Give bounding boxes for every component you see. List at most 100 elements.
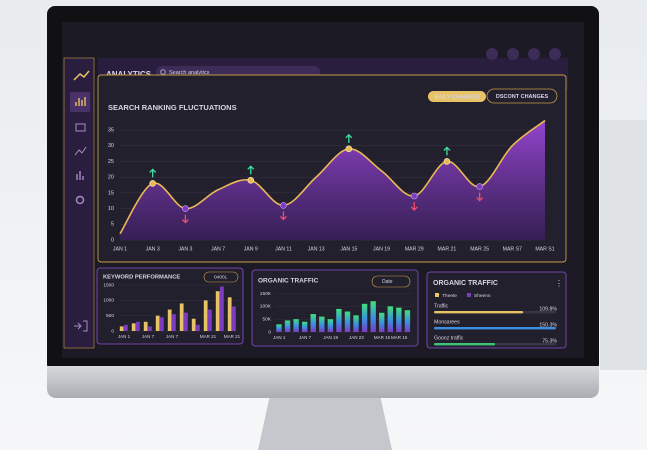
peak-marker (443, 158, 451, 165)
legend-label: Theete (442, 293, 457, 299)
logout-icon[interactable] (74, 320, 88, 332)
x-tick-label: MAR 15 (374, 335, 391, 340)
bar (327, 319, 334, 332)
area (120, 120, 545, 240)
y-tick-label: 500 (106, 313, 114, 319)
y-tick-label: 0 (268, 329, 271, 335)
icon-button[interactable] (507, 48, 519, 60)
x-tick-label: MAR 25 (470, 246, 489, 252)
legend-label: Sheenn (474, 293, 491, 299)
bar (220, 286, 224, 331)
dropdown[interactable] (203, 271, 239, 283)
toggle-label[interactable]: DSCONT CHANGES (496, 94, 549, 100)
x-tick-label: JAN 1 (273, 335, 286, 340)
bar (167, 309, 172, 331)
x-tick-label: JAN 1 (118, 334, 131, 339)
x-tick-label: JAN 3 (146, 246, 160, 252)
row-label: Traffic (434, 303, 449, 309)
y-tick-label: 35 (108, 127, 114, 133)
x-tick-label: MAR S7 (503, 246, 522, 252)
down-arrow (280, 211, 287, 221)
nav-icon[interactable] (75, 97, 86, 106)
y-tick-label: 1500 (103, 282, 114, 288)
bar (319, 316, 325, 332)
bar (361, 303, 368, 332)
x-tick-label: JAN 1 (113, 246, 127, 252)
toggle-button[interactable] (428, 91, 486, 102)
panel-title: KEYWORD PERFORMANCE (103, 275, 180, 281)
bar (196, 324, 200, 331)
icon-button[interactable] (549, 48, 561, 60)
row-label: Monsarees (434, 319, 460, 325)
nav-icon[interactable] (76, 171, 84, 180)
header-icons (486, 48, 561, 60)
down-arrow (410, 201, 418, 211)
x-tick-label: JAN 9 (244, 246, 258, 252)
peak-marker (345, 145, 353, 153)
wall-shade (600, 120, 647, 370)
bar (203, 300, 208, 331)
bar (344, 311, 351, 332)
monitor-stand (258, 395, 392, 450)
nav-icon[interactable] (75, 123, 86, 132)
dropdown[interactable] (371, 275, 411, 288)
legend-swatch (435, 293, 439, 297)
menu-dots[interactable]: ⋮ (555, 279, 563, 288)
y-tick-label: 5 (111, 222, 114, 228)
peak-marker (247, 176, 255, 184)
panel-title: ORGANIC TRAFFIC (433, 280, 498, 287)
x-tick-label: JAN 3 (178, 246, 192, 252)
y-tick-label: 100K (260, 304, 272, 310)
up-arrow (345, 133, 353, 143)
x-tick-label: JAN 15 (340, 246, 357, 252)
icon-button[interactable] (486, 48, 498, 60)
x-tick-label: JAN 7 (299, 335, 312, 340)
dropdown-label[interactable]: 0400L (214, 275, 228, 281)
y-tick-label: 50K (262, 316, 271, 322)
down-arrow (476, 192, 484, 202)
chart-title: SEARCH RANKING FLUCTUATIONS (108, 103, 237, 112)
x-tick-label: JAN 7 (211, 246, 225, 252)
logo-icon (73, 70, 90, 81)
nav-icon[interactable] (75, 195, 85, 205)
bar (131, 323, 136, 331)
bar (227, 297, 232, 331)
toggle-button[interactable] (486, 88, 558, 104)
valley-marker (280, 202, 287, 209)
bar (336, 308, 342, 332)
toggle-label[interactable]: BAILY CHANGES (435, 94, 480, 100)
bar (215, 291, 220, 331)
bar (293, 319, 299, 332)
down-arrow (181, 214, 189, 224)
y-tick-label: 25 (108, 159, 114, 165)
nav-icon[interactable] (74, 146, 87, 156)
icon-button[interactable] (528, 48, 540, 60)
x-tick-label: MAR S1 (535, 246, 554, 252)
chart-layer: 0 5 10 15 20 25 30 35 JAN 1 JAN 3 JAN 3 JAN 7 JAN 9 J… (103, 119, 557, 346)
x-tick-label: MAR 15 (391, 335, 408, 340)
x-tick-label: JAN 23 (349, 335, 364, 340)
nav-active[interactable] (70, 92, 90, 112)
bar (124, 324, 128, 331)
progress-bar (434, 311, 524, 314)
up-arrow (443, 146, 451, 156)
dropdown-label[interactable]: Date (382, 279, 393, 285)
bar (276, 324, 282, 332)
x-tick-label: JAN 11 (275, 246, 292, 252)
x-tick-label: JAN 13 (308, 246, 325, 252)
bar (284, 320, 291, 332)
row-label: Goonz traffic (434, 335, 464, 341)
y-tick-label: 30 (108, 143, 114, 149)
bar (387, 306, 393, 332)
bar (179, 303, 184, 331)
monitor-chin (47, 366, 599, 398)
bar (184, 312, 188, 331)
y-tick-label: 0 (111, 237, 114, 243)
legend-swatch (467, 293, 471, 297)
search-icon (160, 69, 166, 75)
y-tick-label: 10 (108, 206, 114, 212)
bar (310, 314, 316, 332)
search-placeholder[interactable]: Search analytics (169, 70, 210, 76)
x-tick-label: MAR 29 (405, 246, 424, 252)
